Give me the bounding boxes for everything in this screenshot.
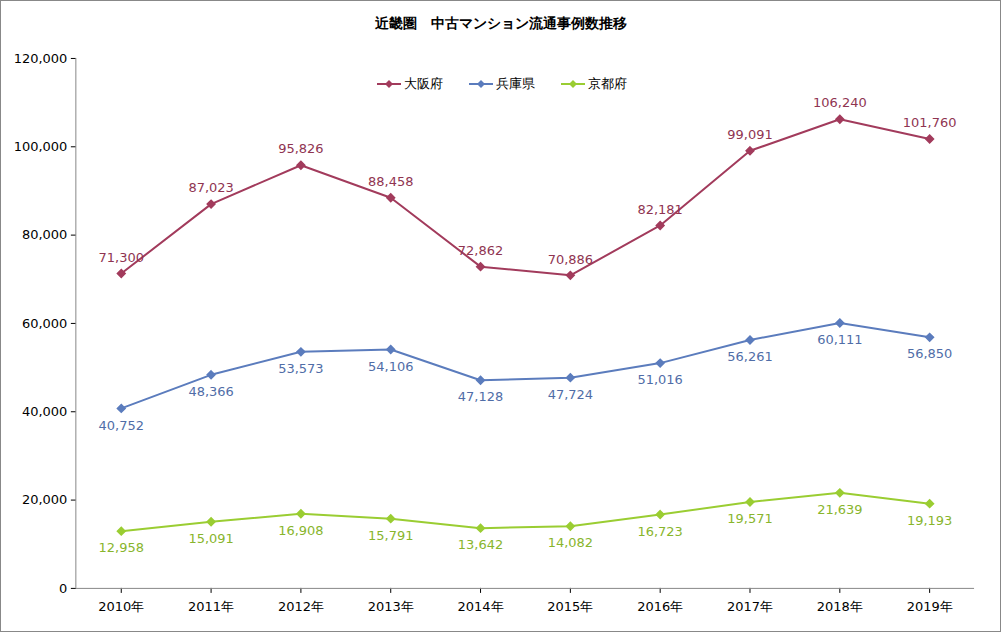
svg-text:71,300: 71,300 bbox=[99, 250, 144, 265]
svg-text:2010年: 2010年 bbox=[98, 599, 144, 614]
svg-text:87,023: 87,023 bbox=[188, 180, 233, 195]
svg-text:19,571: 19,571 bbox=[727, 511, 772, 526]
svg-text:16,908: 16,908 bbox=[278, 523, 323, 538]
svg-text:0: 0 bbox=[59, 581, 67, 596]
svg-text:2017年: 2017年 bbox=[727, 599, 773, 614]
svg-text:72,862: 72,862 bbox=[458, 243, 503, 258]
svg-text:2018年: 2018年 bbox=[817, 599, 863, 614]
html-text:大阪府: 大阪府 bbox=[403, 76, 443, 91]
svg-text:2016年: 2016年 bbox=[637, 599, 683, 614]
svg-text:47,128: 47,128 bbox=[458, 389, 503, 404]
svg-text:20,000: 20,000 bbox=[22, 492, 67, 507]
html-text:京都府: 京都府 bbox=[587, 76, 627, 91]
svg-text:12,958: 12,958 bbox=[99, 540, 144, 555]
svg-text:99,091: 99,091 bbox=[727, 127, 772, 142]
svg-text:14,082: 14,082 bbox=[548, 535, 593, 550]
svg-text:82,181: 82,181 bbox=[637, 202, 682, 217]
svg-text:2014年: 2014年 bbox=[458, 599, 504, 614]
svg-text:100,000: 100,000 bbox=[14, 139, 68, 154]
svg-text:95,826: 95,826 bbox=[278, 141, 323, 156]
svg-text:15,091: 15,091 bbox=[188, 531, 233, 546]
svg-text:53,573: 53,573 bbox=[278, 361, 323, 376]
svg-text:2015年: 2015年 bbox=[547, 599, 593, 614]
svg-text:15,791: 15,791 bbox=[368, 528, 413, 543]
svg-text:2012年: 2012年 bbox=[278, 599, 324, 614]
svg-text:101,760: 101,760 bbox=[903, 115, 957, 130]
svg-text:2011年: 2011年 bbox=[188, 599, 234, 614]
svg-text:47,724: 47,724 bbox=[548, 387, 593, 402]
svg-text:51,016: 51,016 bbox=[637, 372, 682, 387]
html-text:兵庫県: 兵庫県 bbox=[495, 76, 535, 91]
svg-text:40,752: 40,752 bbox=[99, 418, 144, 433]
svg-text:70,886: 70,886 bbox=[548, 252, 593, 267]
svg-text:80,000: 80,000 bbox=[22, 227, 67, 242]
svg-text:120,000: 120,000 bbox=[14, 51, 68, 66]
svg-text:56,850: 56,850 bbox=[907, 346, 952, 361]
svg-text:2019年: 2019年 bbox=[907, 599, 953, 614]
svg-text:16,723: 16,723 bbox=[637, 524, 682, 539]
svg-text:13,642: 13,642 bbox=[458, 537, 503, 552]
svg-text:21,639: 21,639 bbox=[817, 502, 862, 517]
svg-text:2013年: 2013年 bbox=[368, 599, 414, 614]
html-text:近畿圏 中古マンション流通事例数推移: 近畿圏 中古マンション流通事例数推移 bbox=[374, 15, 627, 31]
svg-text:54,106: 54,106 bbox=[368, 359, 413, 374]
svg-text:48,366: 48,366 bbox=[188, 384, 233, 399]
svg-text:19,193: 19,193 bbox=[907, 513, 952, 528]
svg-text:88,458: 88,458 bbox=[368, 174, 413, 189]
svg-text:56,261: 56,261 bbox=[727, 349, 772, 364]
svg-text:40,000: 40,000 bbox=[22, 404, 67, 419]
svg-text:60,000: 60,000 bbox=[22, 316, 67, 331]
svg-text:60,111: 60,111 bbox=[817, 332, 862, 347]
svg-text:106,240: 106,240 bbox=[813, 95, 867, 110]
